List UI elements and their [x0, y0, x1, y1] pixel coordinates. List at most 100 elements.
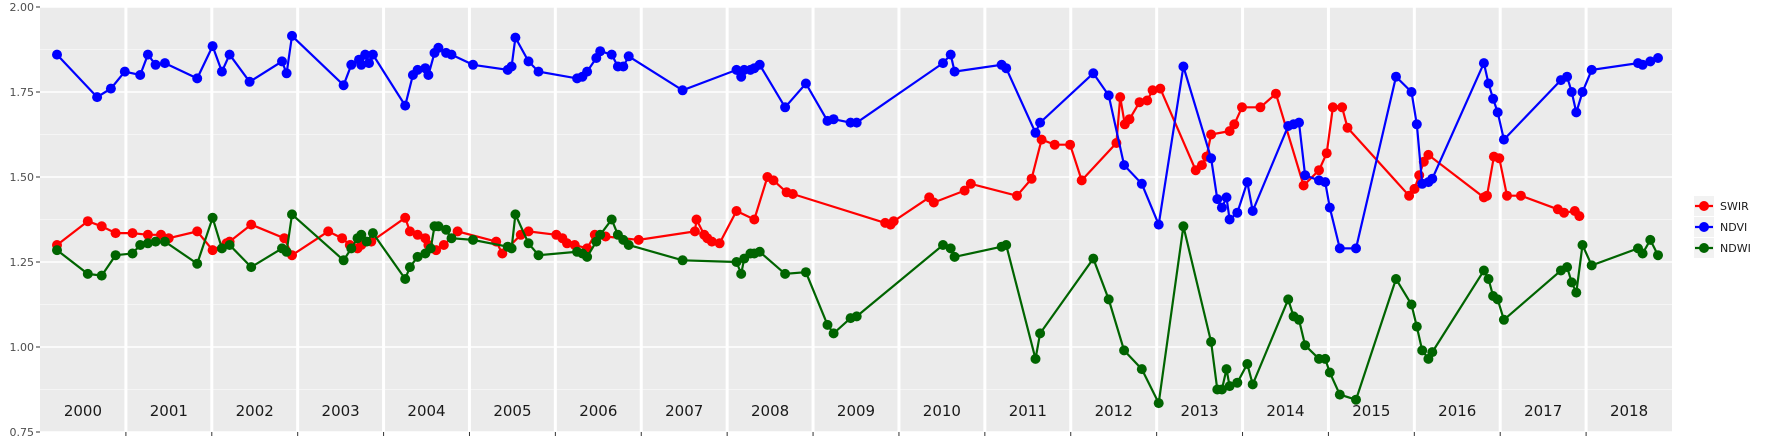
data-point [1406, 87, 1417, 97]
data-point [749, 214, 760, 225]
data-point [441, 224, 452, 235]
data-point [207, 245, 218, 256]
data-point [1498, 134, 1509, 145]
data-point [207, 212, 218, 223]
year-label: 2004 [407, 402, 445, 420]
data-point [287, 209, 297, 220]
data-point [364, 58, 374, 69]
data-point [1337, 102, 1348, 113]
data-point [714, 238, 725, 249]
data-point [192, 258, 203, 269]
data-point [623, 240, 634, 250]
data-point [1427, 173, 1438, 184]
data-point [1559, 207, 1569, 218]
data-point [1498, 314, 1509, 325]
data-point [595, 229, 606, 240]
data-point [159, 236, 170, 247]
data-point [1478, 265, 1489, 276]
data-point [945, 243, 956, 254]
data-point [1036, 134, 1047, 145]
legend-label: NDVI [1720, 221, 1747, 234]
data-point [142, 238, 153, 249]
data-point [506, 243, 517, 254]
y-tick-label: 0.75 [10, 426, 35, 439]
data-point [754, 59, 765, 70]
data-point [412, 251, 423, 262]
data-point [1224, 381, 1235, 392]
year-label: 2009 [837, 402, 875, 420]
data-point [404, 226, 415, 237]
data-point [497, 248, 508, 259]
data-point [533, 66, 544, 77]
data-point [1483, 78, 1494, 89]
data-point [1216, 384, 1227, 395]
data-point [1119, 160, 1130, 171]
data-point [1562, 262, 1573, 273]
data-point [1324, 367, 1335, 378]
data-point [618, 61, 629, 72]
data-point [623, 51, 634, 62]
y-axis: 0.75 1.00 1.25 1.50 1.75 2.00 [10, 1, 40, 439]
data-point [677, 255, 688, 266]
data-point [105, 83, 116, 94]
data-point [731, 206, 742, 216]
data-point [1153, 219, 1164, 230]
data-point [510, 32, 521, 43]
data-point [677, 85, 688, 96]
data-point [595, 46, 606, 57]
data-point [949, 66, 960, 77]
data-point [142, 49, 153, 60]
year-label: 2013 [1180, 402, 1218, 420]
data-point [1300, 340, 1311, 351]
data-point [1411, 321, 1422, 332]
data-point [1216, 202, 1227, 213]
data-point [780, 102, 791, 113]
data-point [159, 58, 170, 69]
data-point [1224, 214, 1235, 225]
year-label: 2003 [322, 402, 360, 420]
data-point [1492, 294, 1503, 305]
data-point [689, 226, 700, 237]
data-point [938, 240, 948, 250]
data-point [1247, 206, 1258, 216]
data-point [1351, 394, 1361, 405]
data-point [1115, 92, 1126, 103]
data-point [110, 228, 121, 239]
data-point [533, 250, 544, 261]
data-point [1483, 274, 1494, 284]
data-point [287, 30, 297, 41]
data-point [400, 100, 411, 111]
data-point [135, 70, 146, 80]
data-point [1391, 274, 1401, 284]
data-point [1314, 165, 1324, 176]
data-point [938, 58, 948, 69]
data-point [96, 270, 107, 281]
year-label: 2017 [1524, 402, 1562, 420]
y-tick-label: 1.00 [10, 341, 35, 354]
data-point [800, 78, 811, 89]
year-label: 2010 [923, 402, 961, 420]
data-point [1065, 139, 1076, 150]
data-point [127, 248, 138, 259]
data-point [1653, 53, 1663, 63]
data-point [1574, 211, 1585, 222]
data-point [1334, 389, 1345, 400]
data-point [888, 216, 899, 227]
data-point [423, 70, 434, 80]
data-point [438, 240, 449, 250]
data-point [337, 233, 348, 244]
data-point [1178, 61, 1189, 72]
data-point [1566, 277, 1577, 288]
data-point [142, 229, 153, 240]
year-label: 2008 [751, 402, 789, 420]
data-point [1586, 64, 1597, 75]
data-point [216, 243, 227, 254]
data-point [1411, 119, 1422, 130]
data-point [1324, 202, 1335, 213]
data-point [127, 228, 138, 239]
data-point [851, 311, 862, 322]
year-label: 2007 [665, 402, 703, 420]
year-label: 2001 [150, 402, 188, 420]
data-point [1049, 139, 1060, 150]
legend-item-swir: SWIR [1694, 196, 1749, 216]
